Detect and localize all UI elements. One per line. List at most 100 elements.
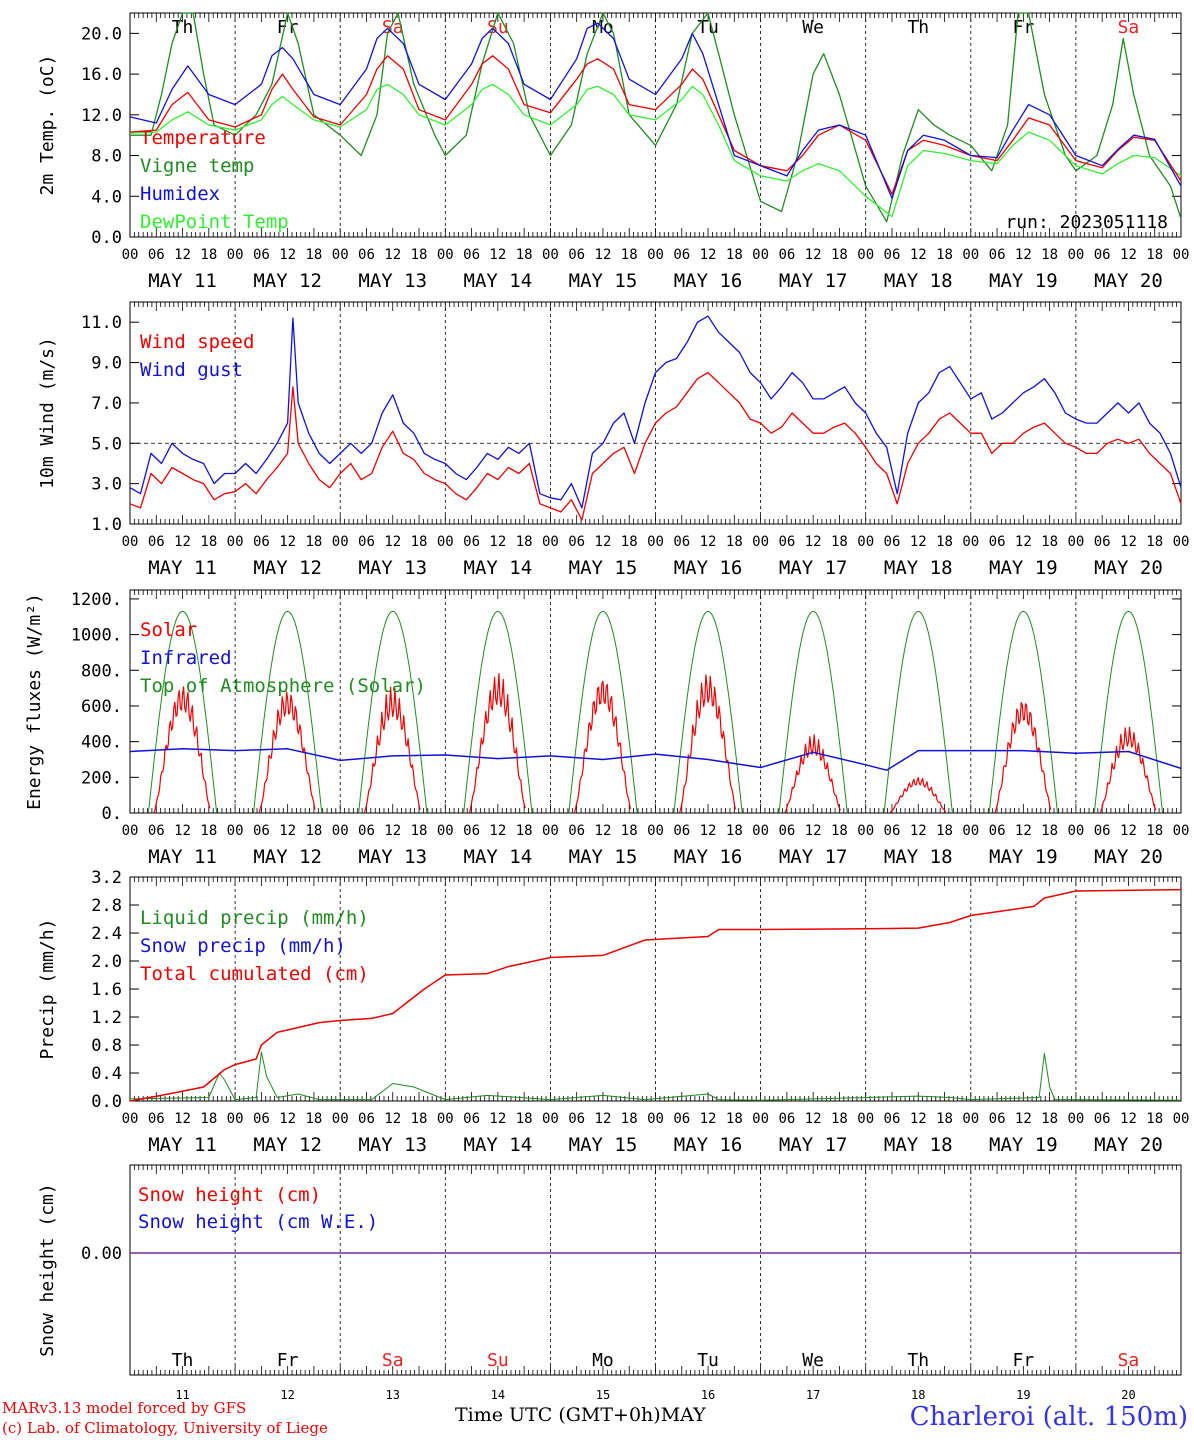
hour-tick-label: 12 [1015,1111,1032,1127]
wind-series-line [129,315,1182,509]
y-tick-label: 3.2 [91,868,122,888]
hour-tick-label: 12 [910,1111,927,1127]
date-label: MAY 14 [464,846,533,868]
solar-curve [573,680,631,814]
day-number-label: 16 [701,1388,715,1400]
y-tick-label: 0.8 [91,1036,122,1056]
hour-tick-label: 00 [332,823,349,839]
hour-tick-label: 18 [936,247,953,263]
y-axis-label: Snow height (cm) [37,1183,58,1356]
hour-tick-label: 18 [305,534,322,550]
date-label: MAY 12 [253,846,322,868]
hour-tick-label: 00 [332,1111,349,1127]
solar-curve [258,691,316,814]
date-label: MAY 14 [464,270,533,292]
hour-tick-label: 18 [936,1111,953,1127]
date-label: MAY 12 [253,557,322,579]
hour-tick-label: 18 [1041,1111,1058,1127]
hour-tick-label: 00 [122,534,139,550]
day-number-label: 13 [386,1388,400,1400]
solar-curve [468,672,526,814]
date-label: MAY 16 [674,270,743,292]
hour-tick-label: 12 [174,823,191,839]
day-number-label: 11 [175,1388,189,1400]
date-label: MAY 18 [884,270,953,292]
hour-tick-label: 18 [726,1111,743,1127]
y-tick-label: 2.0 [91,952,122,972]
weekday-label-top: Th [907,17,929,38]
solar-curve [679,674,736,814]
infrared-series-line [129,748,1182,771]
day-number-label: 12 [280,1388,294,1400]
hour-tick-label: 00 [1173,1111,1190,1127]
hour-tick-label: 18 [831,823,848,839]
y-tick-label: 1000. [71,626,122,646]
date-label: MAY 11 [148,557,217,579]
y-tick-label: 8.0 [91,147,122,167]
hour-tick-label: 18 [1146,534,1163,550]
legend-entry: Temperature [140,127,266,149]
y-tick-label: 0.0 [91,1092,122,1112]
hour-tick-label: 06 [148,534,165,550]
hour-tick-label: 18 [1041,247,1058,263]
hour-tick-label: 12 [1120,1111,1137,1127]
weekday-label-bottom: Th [172,1350,194,1371]
date-label: MAY 20 [1094,1134,1163,1156]
wind-series-line [129,371,1182,521]
hour-tick-label: 12 [700,534,717,550]
hour-tick-label: 18 [621,247,638,263]
toa-solar-arc [568,610,638,814]
date-label: MAY 16 [674,846,743,868]
hour-tick-label: 12 [595,247,612,263]
hour-tick-label: 12 [805,823,822,839]
hour-tick-label: 12 [489,247,506,263]
hour-tick-label: 00 [752,534,769,550]
weekday-label-bottom: We [802,1350,824,1371]
toa-solar-arc [358,610,428,814]
hour-tick-label: 06 [1094,823,1111,839]
date-label: MAY 18 [884,846,953,868]
hour-tick-label: 12 [1015,823,1032,839]
hour-tick-label: 00 [332,247,349,263]
date-label: MAY 17 [779,846,848,868]
hour-tick-label: 06 [358,1111,375,1127]
hour-tick-label: 00 [962,534,979,550]
y-tick-label: 0.0 [91,228,122,248]
date-label: MAY 20 [1094,846,1163,868]
cumulated-precip-line [129,888,1182,1102]
hour-tick-label: 18 [936,534,953,550]
hour-tick-label: 06 [463,823,480,839]
toa-solar-arc [673,610,743,814]
hour-tick-label: 12 [910,823,927,839]
hour-tick-label: 18 [200,1111,217,1127]
x-axis-time-label: Time UTC (GMT+0h) [455,1404,661,1426]
hour-tick-label: 00 [122,247,139,263]
day-number-label: 17 [806,1388,820,1400]
hour-tick-label: 06 [989,823,1006,839]
weekday-label-top: Sa [1118,17,1140,38]
hour-tick-label: 12 [700,823,717,839]
hour-tick-label: 00 [647,534,664,550]
hour-tick-label: 06 [463,1111,480,1127]
date-label: MAY 16 [674,1134,743,1156]
solar-curve [363,686,421,814]
x-axis-title: Time UTC (GMT+0h)MAY [455,1404,706,1426]
y-tick-label: 16.0 [81,65,122,85]
hour-tick-label: 18 [831,534,848,550]
hour-tick-label: 00 [227,247,244,263]
hour-tick-label: 18 [726,247,743,263]
hour-tick-label: 00 [227,823,244,839]
hour-tick-label: 00 [647,247,664,263]
hour-tick-label: 12 [489,534,506,550]
hour-tick-label: 12 [595,823,612,839]
hour-tick-label: 18 [621,823,638,839]
hour-tick-label: 12 [700,1111,717,1127]
hour-tick-label: 00 [962,1111,979,1127]
hour-tick-label: 18 [516,534,533,550]
y-axis-label: 10m Wind (m/s) [37,337,58,489]
hour-tick-label: 00 [437,534,454,550]
hour-tick-label: 12 [1015,247,1032,263]
hour-tick-label: 12 [1015,534,1032,550]
toa-solar-arc [778,610,848,814]
